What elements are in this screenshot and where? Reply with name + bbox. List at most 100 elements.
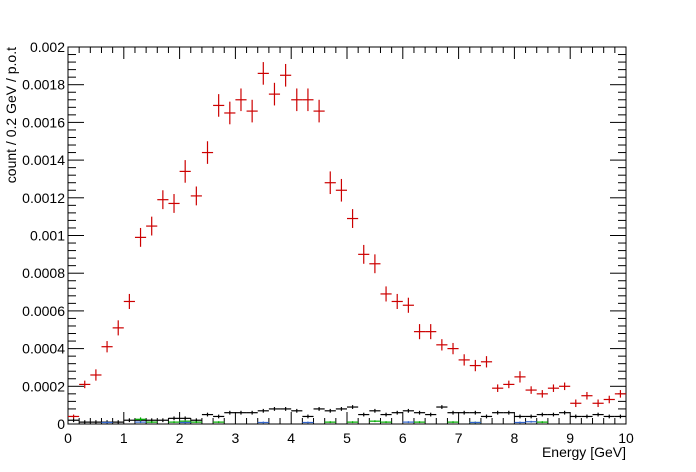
data-point	[246, 410, 258, 415]
data-point	[492, 384, 504, 392]
data-point	[581, 391, 593, 400]
data-point	[101, 421, 113, 424]
data-point	[246, 99, 258, 123]
data-point	[592, 399, 604, 408]
data-point	[112, 420, 124, 424]
y-tick-label: 0.0004	[22, 341, 65, 357]
series-0	[68, 62, 626, 419]
data-point	[503, 380, 515, 389]
data-point	[146, 421, 158, 424]
data-point	[146, 216, 158, 236]
data-point	[291, 408, 303, 413]
data-point	[68, 414, 80, 419]
series-1	[68, 405, 626, 424]
data-point	[335, 178, 347, 202]
y-tick-label: 0.0014	[22, 152, 65, 168]
data-point	[525, 414, 537, 419]
data-point	[79, 420, 91, 424]
data-point	[492, 410, 504, 415]
x-tick-label: 2	[176, 430, 184, 446]
data-point	[581, 414, 593, 419]
data-point	[313, 407, 325, 411]
data-point	[480, 414, 493, 419]
data-point	[447, 342, 459, 355]
data-point	[302, 414, 314, 419]
x-tick-label: 0	[64, 430, 72, 446]
data-point	[503, 410, 515, 415]
x-tick-label: 6	[399, 430, 407, 446]
data-point	[280, 63, 292, 87]
data-point	[514, 371, 526, 383]
data-point	[469, 421, 481, 424]
data-point	[324, 408, 336, 413]
data-point	[369, 254, 381, 274]
data-point	[101, 341, 113, 353]
data-point	[324, 421, 336, 424]
data-point	[603, 395, 615, 404]
data-point	[112, 320, 124, 336]
data-point	[68, 418, 80, 423]
data-point	[469, 410, 481, 415]
data-point	[179, 416, 191, 421]
data-point	[447, 410, 459, 415]
data-point	[358, 244, 370, 264]
data-point	[570, 399, 582, 408]
data-point	[391, 410, 403, 415]
data-point	[547, 412, 560, 417]
data-point	[436, 339, 448, 351]
data-point	[168, 194, 180, 213]
data-point	[213, 94, 225, 117]
x-tick-label: 4	[287, 430, 295, 446]
data-point	[335, 407, 347, 411]
data-point	[280, 407, 292, 411]
data-point	[347, 421, 359, 424]
data-point	[168, 416, 180, 421]
data-point	[592, 412, 604, 417]
data-point	[268, 82, 281, 106]
data-point	[458, 354, 470, 366]
data-point	[313, 99, 325, 123]
data-point	[603, 414, 615, 419]
data-point	[402, 408, 414, 413]
data-point	[436, 405, 448, 409]
y-axis-label: count / 0.2 GeV / p.o.t	[3, 47, 19, 183]
x-tick-label: 5	[343, 430, 351, 446]
y-tick-label: 0.0012	[22, 190, 65, 206]
data-point	[380, 286, 392, 302]
data-point	[525, 420, 537, 423]
x-tick-label: 9	[566, 430, 574, 446]
data-point	[213, 421, 225, 424]
data-point	[291, 88, 303, 112]
data-point	[413, 421, 426, 424]
data-point	[614, 390, 626, 398]
x-ticks: 0 1 2 3 4 5 6 7 8 9 10	[64, 47, 634, 446]
data-point	[235, 410, 247, 415]
y-tick-label: 0.0008	[22, 265, 65, 281]
data-point	[179, 160, 191, 183]
data-point	[447, 421, 459, 424]
data-point	[380, 421, 392, 424]
data-point	[224, 410, 236, 415]
x-tick-label: 1	[120, 430, 128, 446]
data-point	[190, 421, 202, 424]
data-point	[302, 421, 314, 424]
data-point	[402, 297, 414, 313]
y-tick-label: 0.002	[30, 39, 65, 55]
data-point	[369, 420, 381, 423]
data-point	[123, 418, 135, 423]
data-point	[90, 369, 102, 381]
data-point	[213, 414, 225, 419]
x-tick-label: 8	[511, 430, 519, 446]
data-point	[347, 209, 359, 228]
data-point	[347, 405, 359, 409]
x-tick-label: 10	[618, 430, 634, 446]
data-point	[559, 410, 571, 415]
data-point	[257, 421, 269, 424]
data-point	[123, 293, 135, 310]
data-point	[224, 101, 236, 125]
data-point	[90, 420, 102, 424]
y-tick-label: 0.001	[30, 228, 65, 244]
data-point	[179, 421, 191, 424]
data-point	[525, 386, 537, 394]
